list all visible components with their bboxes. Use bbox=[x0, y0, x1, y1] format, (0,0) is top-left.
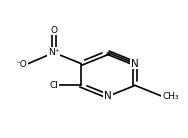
Text: N⁺: N⁺ bbox=[48, 48, 60, 57]
Text: N: N bbox=[131, 59, 139, 69]
Text: N: N bbox=[104, 91, 112, 101]
Text: O: O bbox=[50, 26, 57, 34]
Text: Cl: Cl bbox=[49, 81, 58, 90]
Text: CH₃: CH₃ bbox=[162, 92, 179, 101]
Text: ⁻O: ⁻O bbox=[15, 60, 27, 69]
